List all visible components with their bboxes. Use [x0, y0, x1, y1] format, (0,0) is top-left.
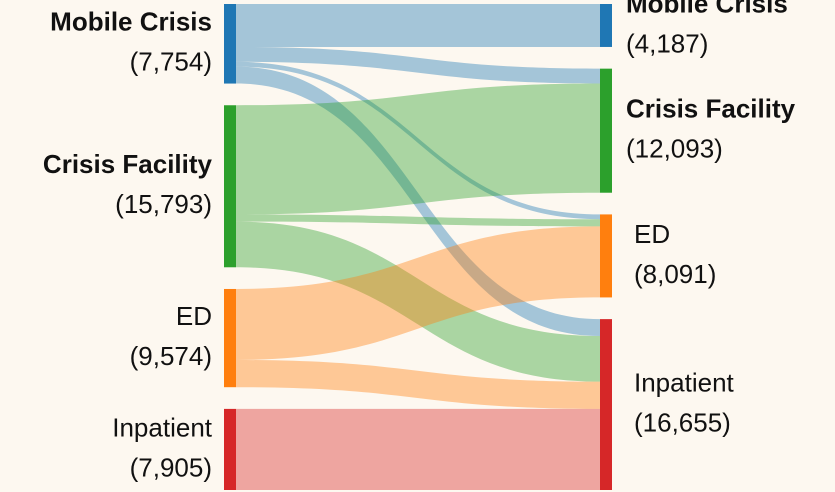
- node: [600, 214, 612, 298]
- node: [224, 408, 236, 490]
- node: [224, 4, 236, 84]
- node-value-label: (15,793): [115, 189, 212, 219]
- node-value-label: (16,655): [634, 407, 731, 437]
- node: [600, 319, 612, 490]
- node-label: ED: [634, 219, 670, 249]
- link: [236, 221, 600, 382]
- link: [236, 46, 600, 84]
- link: [236, 66, 600, 337]
- node-value-label: (12,093): [626, 134, 723, 164]
- node-label: Inpatient: [112, 412, 213, 442]
- node-value-label: (7,905): [130, 452, 212, 482]
- node-label: ED: [176, 301, 212, 331]
- node-value-label: (9,574): [130, 341, 212, 371]
- node-value-label: (8,091): [634, 259, 716, 289]
- node: [600, 68, 612, 193]
- node-label: Crisis Facility: [43, 149, 213, 179]
- link: [236, 83, 600, 215]
- node-label: Inpatient: [634, 367, 735, 397]
- link: [236, 61, 600, 220]
- link: [236, 214, 600, 227]
- link: [236, 4, 600, 47]
- link: [236, 408, 600, 490]
- link: [236, 359, 600, 409]
- node-label: Mobile Crisis: [50, 7, 212, 37]
- node-label: Crisis Facility: [626, 94, 796, 124]
- node-value-label: (4,187): [626, 28, 708, 58]
- node-label: Mobile Crisis: [626, 0, 788, 18]
- node: [600, 4, 612, 47]
- node-value-label: (7,754): [130, 47, 212, 77]
- node: [224, 288, 236, 388]
- node: [224, 105, 236, 268]
- links: [236, 4, 600, 490]
- link: [236, 226, 600, 360]
